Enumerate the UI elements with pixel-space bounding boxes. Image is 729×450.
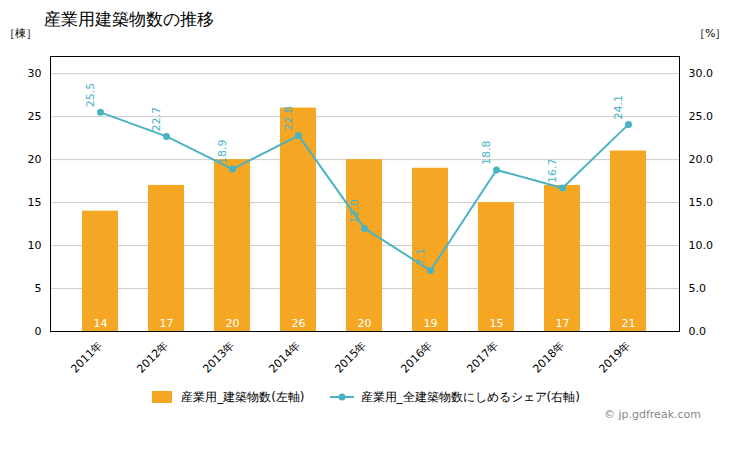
svg-text:25.0: 25.0 [689,110,714,123]
svg-text:5.0: 5.0 [689,282,707,295]
svg-text:10: 10 [28,239,42,252]
svg-text:22.8: 22.8 [282,106,295,131]
svg-text:20: 20 [358,317,372,330]
svg-text:22.7: 22.7 [150,107,163,132]
html-text:産業用建築物数の推移: 産業用建築物数の推移 [44,9,214,29]
svg-text:19: 19 [424,317,438,330]
svg-text:21: 21 [622,317,636,330]
svg-text:2015年: 2015年 [332,339,369,376]
svg-text:30.0: 30.0 [689,67,714,80]
svg-text:［棟］: ［棟］ [4,27,37,40]
svg-text:［%］: ［%］ [694,27,726,40]
svg-text:2012年: 2012年 [134,339,171,376]
svg-text:18.9: 18.9 [216,140,229,165]
svg-text:25.5: 25.5 [84,83,97,108]
svg-text:0.0: 0.0 [689,325,707,338]
svg-text:15: 15 [490,317,504,330]
svg-text:15: 15 [28,196,42,209]
svg-text:7.1: 7.1 [414,248,427,266]
svg-text:2016年: 2016年 [398,339,435,376]
svg-text:20: 20 [226,317,240,330]
svg-text:17: 17 [160,317,174,330]
svg-text:5: 5 [35,282,42,295]
html-text:産業用_建築物数(左軸): 産業用_建築物数(左軸) [181,389,305,404]
svg-text:2017年: 2017年 [464,339,501,376]
svg-text:25: 25 [28,110,42,123]
svg-text:20.0: 20.0 [689,153,714,166]
svg-text:2013年: 2013年 [200,339,237,376]
svg-text:15.0: 15.0 [689,196,714,209]
svg-text:10.0: 10.0 [689,239,714,252]
svg-text:0: 0 [35,325,42,338]
svg-text:24.1: 24.1 [612,95,625,120]
svg-text:14: 14 [94,317,108,330]
svg-text:20: 20 [28,153,42,166]
svg-text:16.7: 16.7 [546,158,559,183]
svg-text:18.8: 18.8 [480,140,493,165]
svg-text:17: 17 [556,317,570,330]
svg-text:26: 26 [292,317,306,330]
svg-text:2014年: 2014年 [266,339,303,376]
html-text:産業用_全建築物数にしめるシェア(右軸): 産業用_全建築物数にしめるシェア(右軸) [360,389,580,404]
svg-text:2011年: 2011年 [68,339,105,376]
svg-text:30: 30 [28,67,42,80]
svg-text:2019年: 2019年 [596,339,633,376]
svg-text:2018年: 2018年 [530,339,567,376]
html-text:© jp.gdfreak.com: © jp.gdfreak.com [604,408,701,421]
svg-text:12.0: 12.0 [348,199,361,224]
